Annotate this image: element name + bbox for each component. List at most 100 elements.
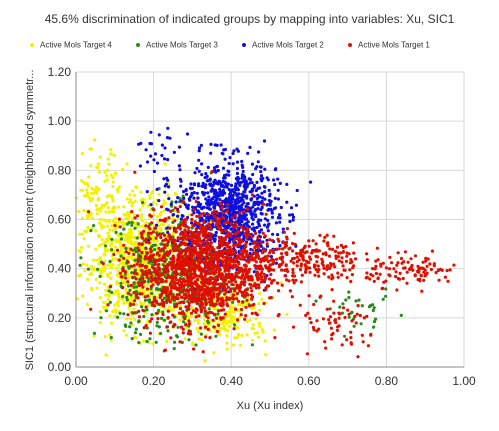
data-point: [321, 263, 325, 267]
data-point: [237, 303, 241, 307]
data-point: [126, 284, 130, 288]
data-point: [106, 263, 110, 267]
data-point: [227, 251, 231, 255]
data-point: [163, 190, 167, 194]
data-point: [208, 227, 212, 231]
data-point: [221, 303, 225, 307]
data-point: [216, 282, 220, 286]
data-point: [193, 318, 197, 323]
data-point: [143, 298, 147, 302]
data-point: [243, 263, 248, 267]
data-point: [169, 292, 173, 296]
data-point: [133, 248, 137, 252]
data-point: [135, 262, 139, 266]
data-point: [205, 261, 209, 265]
data-point: [218, 216, 222, 221]
data-point: [159, 210, 163, 214]
x-tick-label: 0.40: [220, 374, 244, 388]
data-point: [109, 173, 113, 177]
data-point: [365, 271, 369, 275]
data-point: [215, 276, 219, 280]
data-point: [165, 276, 169, 280]
data-point: [240, 232, 244, 236]
data-point: [210, 170, 214, 174]
data-point: [178, 286, 182, 290]
data-point: [255, 165, 259, 169]
data-point: [396, 251, 400, 255]
data-point: [290, 213, 295, 217]
data-point: [108, 333, 112, 337]
data-point: [248, 145, 252, 149]
data-point: [369, 272, 373, 277]
data-point: [155, 161, 160, 165]
data-point: [211, 302, 215, 306]
data-point: [350, 273, 354, 277]
data-point: [148, 271, 152, 275]
data-point: [158, 302, 162, 306]
data-point: [111, 263, 115, 267]
x-tick-label: 0.00: [64, 374, 88, 388]
data-point: [178, 306, 183, 311]
data-point: [260, 212, 264, 216]
data-point: [277, 312, 281, 317]
data-point: [316, 255, 320, 259]
data-point: [130, 204, 134, 208]
data-point: [160, 316, 164, 320]
data-point: [294, 203, 298, 207]
data-point: [107, 219, 111, 223]
data-point: [437, 278, 441, 282]
data-point: [104, 288, 108, 293]
data-point: [151, 289, 155, 293]
data-point: [128, 302, 132, 306]
data-point: [255, 196, 259, 201]
legend-item-target-2[interactable]: Active Mols Target 2: [242, 40, 324, 49]
data-point: [123, 238, 127, 242]
data-point: [173, 340, 177, 344]
data-point: [179, 280, 183, 284]
data-point: [170, 256, 174, 260]
data-point: [247, 209, 251, 213]
data-point: [192, 296, 196, 300]
legend-item-target-3[interactable]: Active Mols Target 3: [136, 40, 218, 49]
data-point: [189, 182, 193, 186]
data-point: [245, 319, 249, 323]
data-point: [224, 235, 228, 239]
data-point: [261, 196, 265, 200]
data-point: [196, 230, 200, 234]
data-point: [141, 219, 145, 223]
data-point: [90, 288, 94, 292]
data-point: [109, 148, 113, 152]
data-point: [213, 199, 218, 203]
data-point: [138, 254, 143, 258]
data-point: [81, 294, 85, 298]
legend-item-target-4[interactable]: Active Mols Target 4: [30, 40, 112, 49]
data-point: [259, 260, 263, 264]
data-point: [149, 203, 153, 207]
data-point: [251, 205, 255, 209]
data-point: [125, 235, 129, 240]
data-point: [206, 281, 210, 285]
data-point: [292, 261, 296, 265]
data-point: [156, 265, 160, 269]
data-point: [298, 268, 303, 272]
data-point: [231, 266, 235, 270]
data-point: [250, 289, 254, 293]
data-point: [338, 312, 342, 316]
data-point: [250, 307, 254, 311]
data-point: [241, 253, 245, 257]
data-point: [264, 212, 268, 216]
data-point: [340, 273, 344, 277]
data-point: [110, 248, 114, 252]
data-point: [220, 206, 224, 210]
data-point: [187, 264, 191, 268]
data-point: [102, 264, 106, 268]
data-point: [180, 214, 184, 218]
data-point: [265, 225, 269, 229]
data-point: [227, 231, 231, 235]
legend-item-target-1[interactable]: Active Mols Target 1: [348, 40, 430, 49]
data-point: [91, 216, 95, 220]
data-point: [263, 185, 267, 189]
data-point: [226, 285, 230, 289]
data-point: [250, 255, 254, 259]
data-point: [372, 325, 376, 329]
